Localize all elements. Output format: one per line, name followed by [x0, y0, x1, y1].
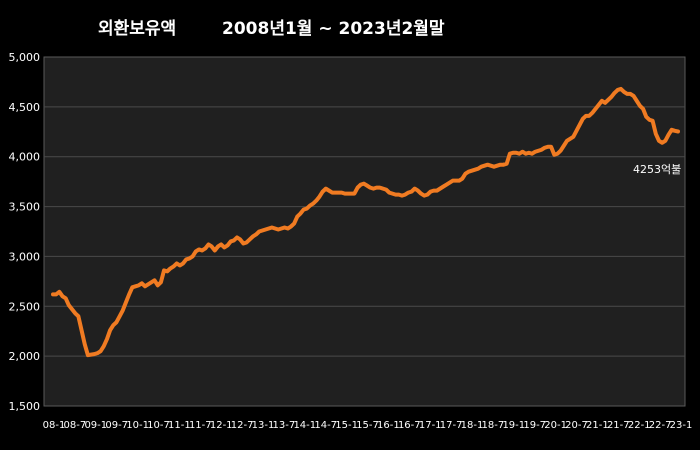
- y-tick-label: 2,500: [9, 300, 41, 313]
- x-tick-label: 16-7: [398, 420, 421, 431]
- x-tick-label: 19-7: [523, 420, 546, 431]
- x-tick-label: 14-7: [314, 420, 337, 431]
- x-tick-label: 09-1: [84, 420, 107, 431]
- x-tick-label: 08-1: [43, 420, 66, 431]
- x-tick-label: 21-7: [607, 420, 630, 431]
- x-tick-label: 20-1: [544, 420, 567, 431]
- x-tick-label: 23-1: [670, 420, 693, 431]
- x-tick-label: 12-1: [210, 420, 233, 431]
- x-tick-label: 14-1: [293, 420, 316, 431]
- x-tick-label: 15-7: [356, 420, 379, 431]
- x-tick-label: 13-1: [252, 420, 275, 431]
- x-tick-label: 22-7: [649, 420, 672, 431]
- x-tick-label: 10-7: [147, 420, 170, 431]
- plot-area: [43, 56, 686, 407]
- x-tick-label: 11-1: [168, 420, 191, 431]
- y-tick-label: 3,000: [9, 250, 41, 263]
- chart-title: 외환보유액: [98, 19, 176, 39]
- x-tick-label: 22-1: [628, 420, 651, 431]
- x-axis-ticks: 08-108-709-109-710-110-711-111-712-112-7…: [43, 420, 693, 431]
- y-axis-ticks: 1,500 2,000 2,500 3,000 3,500 4,000 4,500 5,000: [9, 51, 41, 413]
- x-tick-label: 18-7: [482, 420, 505, 431]
- y-tick-label: 3,500: [9, 201, 41, 214]
- x-tick-label: 13-7: [273, 420, 296, 431]
- y-tick-label: 4,500: [9, 101, 41, 114]
- x-tick-label: 17-7: [440, 420, 463, 431]
- y-tick-label: 5,000: [9, 51, 41, 64]
- y-tick-label: 2,000: [9, 350, 41, 363]
- last-value-annotation: 4253억불: [633, 163, 681, 176]
- x-tick-label: 15-1: [335, 420, 358, 431]
- x-tick-label: 11-7: [189, 420, 212, 431]
- x-tick-label: 16-1: [377, 420, 400, 431]
- x-tick-label: 18-1: [461, 420, 484, 431]
- chart-subtitle: 2008년1월 ~ 2023년2월말: [222, 18, 445, 39]
- y-tick-label: 1,500: [9, 400, 41, 413]
- x-tick-label: 20-7: [565, 420, 588, 431]
- x-tick-label: 10-1: [126, 420, 149, 431]
- x-tick-label: 12-7: [231, 420, 254, 431]
- x-tick-label: 21-1: [586, 420, 609, 431]
- y-tick-label: 4,000: [9, 151, 41, 164]
- x-tick-label: 19-1: [502, 420, 525, 431]
- x-tick-label: 17-1: [419, 420, 442, 431]
- x-tick-label: 08-7: [64, 420, 87, 431]
- series-line: [51, 86, 680, 358]
- gridlines: [44, 106, 685, 357]
- x-tick-label: 09-7: [105, 420, 128, 431]
